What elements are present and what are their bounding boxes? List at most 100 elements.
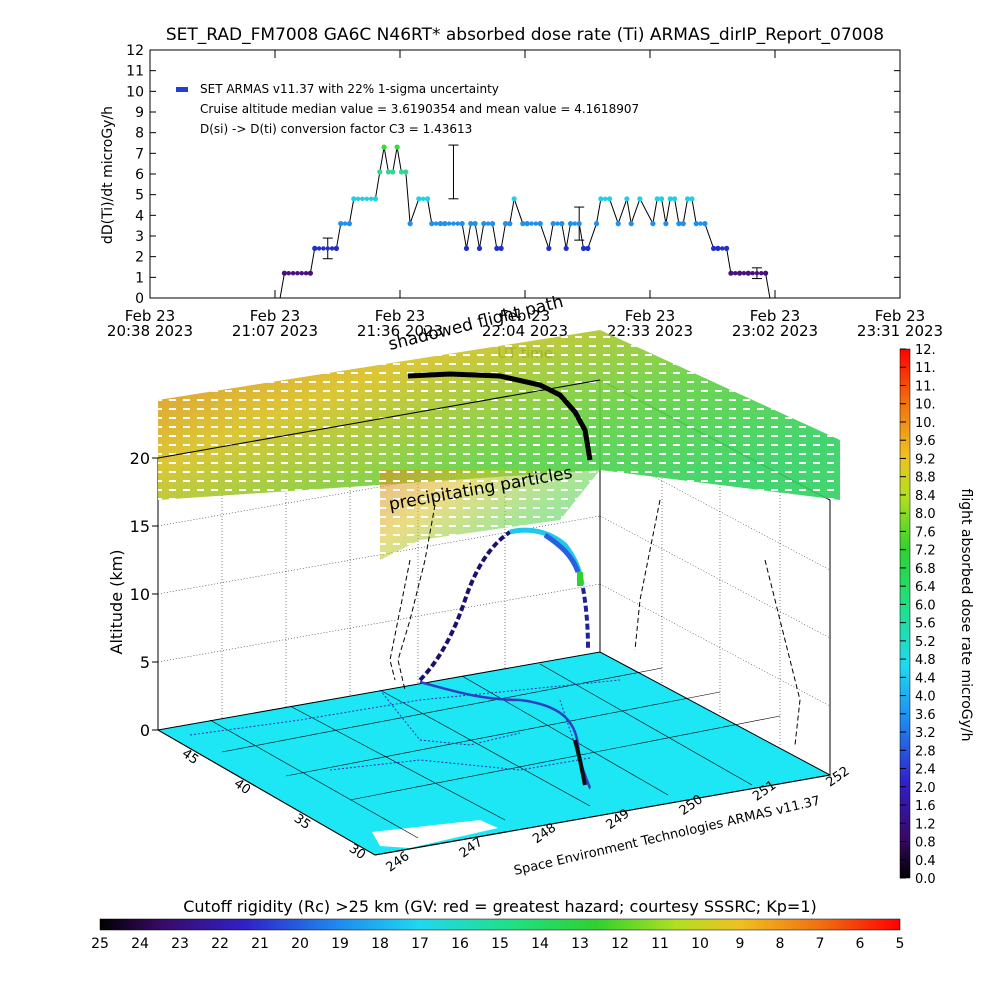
dose-colorbar-tick-label: 9.2 bbox=[915, 452, 936, 467]
legend-line-3: D(si) -> D(ti) conversion factor C3 = 1.… bbox=[200, 122, 472, 136]
series-point bbox=[416, 196, 421, 201]
x-tick-label-time: 23:02 2023 bbox=[732, 322, 818, 340]
dose-colorbar-tick-label: 12. bbox=[915, 343, 936, 358]
series-point bbox=[598, 196, 604, 201]
series-point bbox=[290, 271, 296, 276]
dose-colorbar-tick-label: 8.8 bbox=[915, 471, 936, 486]
series-point bbox=[537, 221, 543, 226]
series-point bbox=[702, 221, 708, 226]
series-point bbox=[295, 271, 300, 276]
series-point bbox=[720, 246, 725, 251]
series-point bbox=[403, 169, 408, 175]
x-tick-label-date: Feb 23 bbox=[125, 307, 175, 325]
series-point bbox=[741, 271, 747, 276]
dose-colorbar-tick-label: 6.4 bbox=[915, 580, 936, 595]
rigidity-tick-label: 20 bbox=[291, 936, 309, 952]
series-point bbox=[581, 246, 586, 251]
series-point bbox=[364, 196, 369, 201]
rigidity-colorbar-title: Cutoff rigidity (Rc) >25 km (GV: red = g… bbox=[183, 897, 817, 916]
rigidity-tick-label: 15 bbox=[491, 936, 509, 952]
rigidity-tick-label: 9 bbox=[736, 936, 745, 952]
y-tick-label: 3 bbox=[135, 229, 144, 245]
legend-line-1: SET ARMAS v11.37 with 22% 1-sigma uncert… bbox=[200, 82, 499, 96]
x-tick-label-date: Feb 23 bbox=[250, 307, 300, 325]
top-series-markers bbox=[281, 144, 769, 276]
series-point bbox=[303, 271, 309, 276]
dose-colorbar-tick-label: 7.6 bbox=[915, 525, 936, 540]
series-point bbox=[377, 169, 383, 175]
series-point bbox=[390, 169, 395, 175]
series-point bbox=[360, 196, 365, 201]
particle-field-lower-dashes bbox=[380, 470, 600, 560]
dose-colorbar-tick-label: 5.6 bbox=[915, 617, 936, 632]
series-point bbox=[733, 271, 738, 276]
series-point bbox=[615, 221, 621, 227]
series-point bbox=[724, 246, 729, 251]
series-point bbox=[394, 144, 400, 150]
flight-track-ascent bbox=[418, 530, 512, 682]
series-point bbox=[603, 196, 608, 201]
series-point bbox=[559, 221, 565, 226]
series-point bbox=[355, 196, 361, 201]
series-point bbox=[637, 196, 643, 202]
series-point bbox=[321, 246, 326, 251]
dose-colorbar-tick-label: 1.6 bbox=[915, 799, 936, 814]
series-point bbox=[425, 196, 430, 201]
legend-marker bbox=[176, 87, 188, 92]
series-point bbox=[529, 221, 534, 226]
rigidity-tick-label: 11 bbox=[651, 936, 669, 952]
y-tick-label: 8 bbox=[135, 126, 144, 142]
altitude-axis-label: Altitude (km) bbox=[107, 550, 126, 655]
map-grid bbox=[209, 663, 781, 839]
series-point bbox=[490, 221, 495, 226]
z-tick-label: 20 bbox=[130, 449, 150, 468]
series-point bbox=[334, 246, 339, 251]
series-point bbox=[494, 246, 500, 251]
rigidity-tick-label: 25 bbox=[91, 936, 109, 952]
series-point bbox=[368, 196, 374, 201]
longitude-tick-label: 252 bbox=[824, 764, 853, 791]
series-point bbox=[399, 169, 404, 175]
series-point bbox=[507, 221, 513, 226]
series-point bbox=[420, 196, 426, 201]
series-point bbox=[698, 221, 703, 226]
rigidity-tick-label: 21 bbox=[251, 936, 269, 952]
series-point bbox=[381, 144, 387, 150]
top-chart-title: SET_RAD_FM7008 GA6C N46RT* absorbed dose… bbox=[166, 25, 884, 45]
rigidity-tick-label: 6 bbox=[856, 936, 865, 952]
series-point bbox=[524, 221, 530, 226]
dose-colorbar: 0.0 0.4 0.8 1.2 1.6 2.0 2.4 2.8 3.2 3.6 4.0 4.4 4.8 5… bbox=[899, 343, 974, 887]
map-blank-region bbox=[372, 820, 498, 848]
y-tick-label: 9 bbox=[135, 105, 144, 121]
series-point bbox=[463, 245, 470, 251]
series-point bbox=[655, 196, 660, 201]
series-point bbox=[572, 221, 578, 226]
series-point bbox=[685, 196, 690, 201]
rigidity-tick-label: 22 bbox=[211, 936, 229, 952]
rigidity-tick-label: 23 bbox=[171, 936, 189, 952]
rigidity-tick-label: 24 bbox=[131, 936, 149, 952]
dose-colorbar-gradient bbox=[899, 348, 911, 879]
x-tick-label-date: Feb 23 bbox=[375, 307, 425, 325]
series-point bbox=[325, 246, 330, 251]
dose-colorbar-tick-label: 6.8 bbox=[915, 562, 936, 577]
series-point bbox=[347, 221, 352, 226]
series-point bbox=[715, 246, 721, 251]
series-point bbox=[442, 221, 447, 226]
x-tick-label-time: 23:31 2023 bbox=[857, 322, 943, 340]
x-tick-label-date: Feb 23 bbox=[625, 307, 675, 325]
series-point bbox=[663, 221, 669, 227]
y-tick-label: 12 bbox=[126, 43, 144, 59]
series-point bbox=[737, 271, 742, 276]
series-point bbox=[746, 271, 751, 276]
dose-colorbar-tick-label: 7.2 bbox=[915, 544, 936, 559]
y-tick-label: 4 bbox=[135, 208, 144, 224]
series-point bbox=[503, 221, 508, 226]
series-point bbox=[628, 221, 634, 227]
y-tick-label: 11 bbox=[126, 64, 144, 80]
series-point bbox=[286, 271, 291, 276]
series-point bbox=[407, 221, 413, 227]
series-point bbox=[472, 221, 478, 226]
series-point bbox=[459, 221, 465, 226]
